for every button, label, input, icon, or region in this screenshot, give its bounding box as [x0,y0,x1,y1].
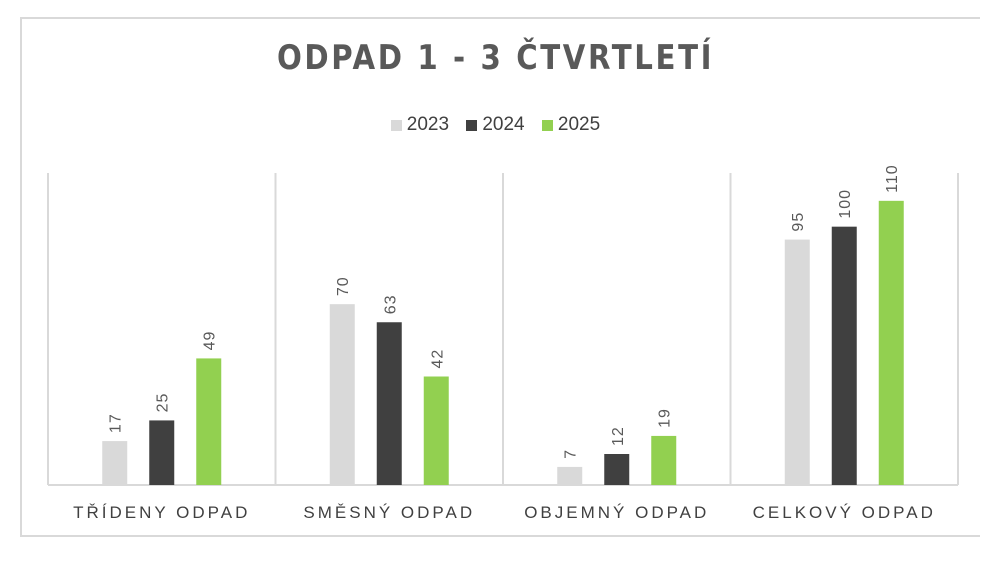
legend-item-2025: 2025 [541,114,601,136]
chart-title: ODPAD 1 - 3 ČTVRTLETÍ [276,38,715,78]
bar-2025 [651,435,677,485]
legend-label: 2024 [482,114,525,135]
bar-2024 [604,454,630,485]
data-label: 7 [563,449,580,459]
bar-2024 [376,322,402,485]
bar-2024 [149,420,175,485]
legend-swatch [390,119,402,131]
data-label: 63 [382,294,399,314]
data-label: 49 [202,331,219,351]
legend-label: 2025 [557,114,601,135]
bar-2025 [423,376,449,485]
legend-swatch [466,119,478,131]
category-label: SMĚSNÝ ODPAD [303,503,475,522]
bar-2023 [784,239,810,485]
data-label: 70 [335,276,352,296]
bar-2023 [102,441,128,485]
bar-2024 [831,226,857,485]
chart-frame [20,17,980,537]
bar-2025 [878,200,904,486]
data-label: 25 [155,393,172,413]
data-label: 17 [108,413,125,433]
data-label: 12 [610,426,627,446]
data-label: 100 [837,189,854,219]
legend: 2023 2024 2025 [0,114,991,137]
legend-item-2023: 2023 [390,114,450,136]
data-label: 110 [884,164,901,193]
legend-item-2024: 2024 [466,114,525,136]
data-label: 19 [657,408,674,428]
legend-label: 2023 [406,114,450,135]
data-label: 95 [790,212,807,232]
category-label: TŘÍDENY ODPAD [73,503,250,522]
category-label: OBJEMNÝ ODPAD [524,503,709,522]
bar-2025 [196,358,222,485]
category-label: CELKOVÝ ODPAD [753,503,936,522]
bar-2023 [557,466,583,485]
bar-2023 [329,304,355,485]
data-label: 42 [429,349,446,369]
legend-swatch [541,119,553,131]
